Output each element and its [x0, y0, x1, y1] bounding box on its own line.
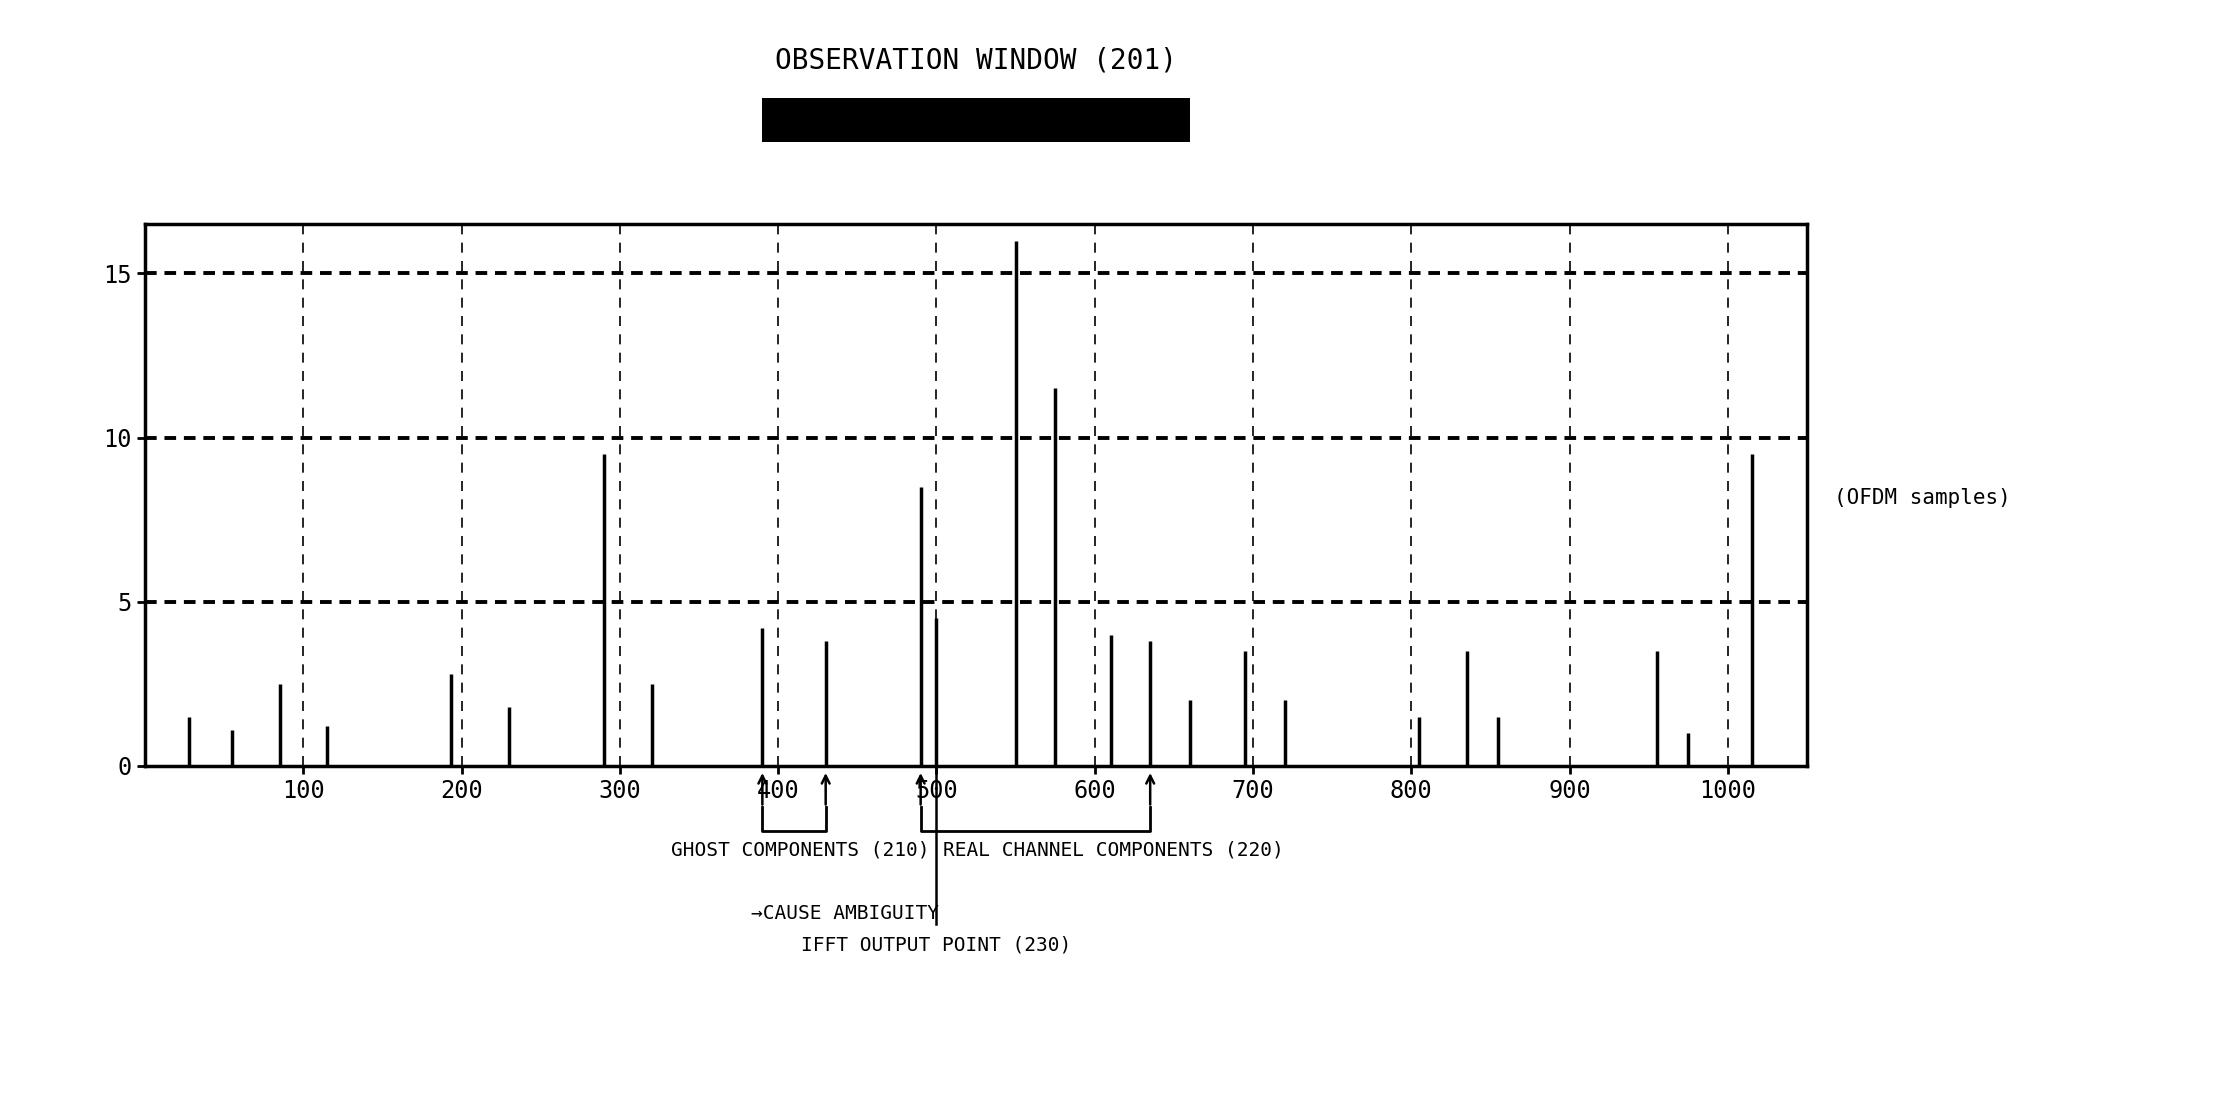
Text: OBSERVATION WINDOW (201): OBSERVATION WINDOW (201) [774, 46, 1178, 74]
Text: →CAUSE AMBIGUITY: →CAUSE AMBIGUITY [752, 904, 939, 922]
Text: (OFDM samples): (OFDM samples) [1834, 488, 2010, 508]
Text: IFFT OUTPUT POINT (230): IFFT OUTPUT POINT (230) [801, 935, 1071, 954]
Text: REAL CHANNEL COMPONENTS (220): REAL CHANNEL COMPONENTS (220) [944, 840, 1283, 859]
Text: GHOST COMPONENTS (210): GHOST COMPONENTS (210) [672, 840, 930, 859]
